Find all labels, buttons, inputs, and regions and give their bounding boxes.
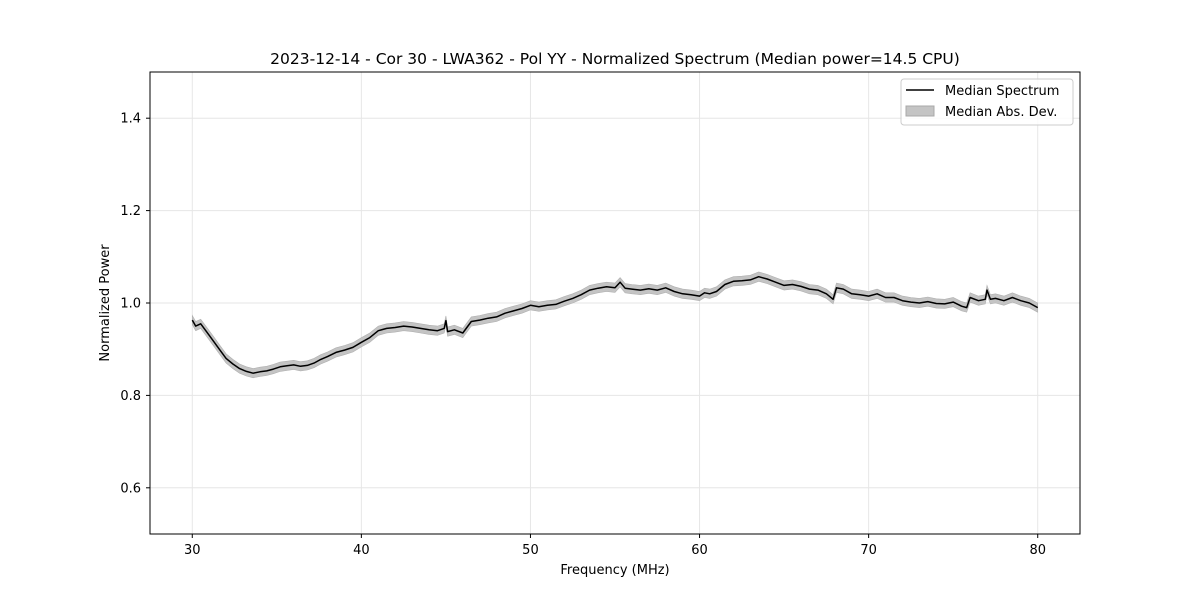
- x-tick-label: 80: [1029, 543, 1046, 558]
- legend-label-median-abs-dev: Median Abs. Dev.: [945, 105, 1057, 120]
- y-tick-label: 0.6: [120, 481, 141, 496]
- legend: Median Spectrum Median Abs. Dev.: [900, 78, 1074, 126]
- legend-label-median-spectrum: Median Spectrum: [945, 84, 1059, 99]
- x-tick-label: 30: [184, 543, 201, 558]
- x-tick-label: 40: [353, 543, 370, 558]
- y-tick-label: 1.4: [120, 112, 141, 127]
- x-tick-label: 50: [522, 543, 539, 558]
- y-axis-label: Normalized Power: [98, 244, 113, 362]
- x-tick-label: 70: [860, 543, 877, 558]
- median-spectrum-line: [191, 275, 1039, 374]
- y-tick-label: 1.0: [120, 297, 141, 312]
- y-tick-label: 1.2: [120, 204, 141, 219]
- y-tick-label: 0.8: [120, 389, 141, 404]
- legend-band-swatch: [905, 105, 935, 117]
- chart-title: 2023-12-14 - Cor 30 - LWA362 - Pol YY - …: [270, 50, 960, 68]
- x-axis-label: Frequency (MHz): [560, 563, 669, 578]
- legend-box: [900, 78, 1074, 126]
- median-line-layer: [191, 275, 1039, 374]
- axis-ticks: 30 40 50 60 70 80 0.6 0.8 1.0 1.2 1.4: [120, 112, 1046, 558]
- x-tick-label: 60: [691, 543, 708, 558]
